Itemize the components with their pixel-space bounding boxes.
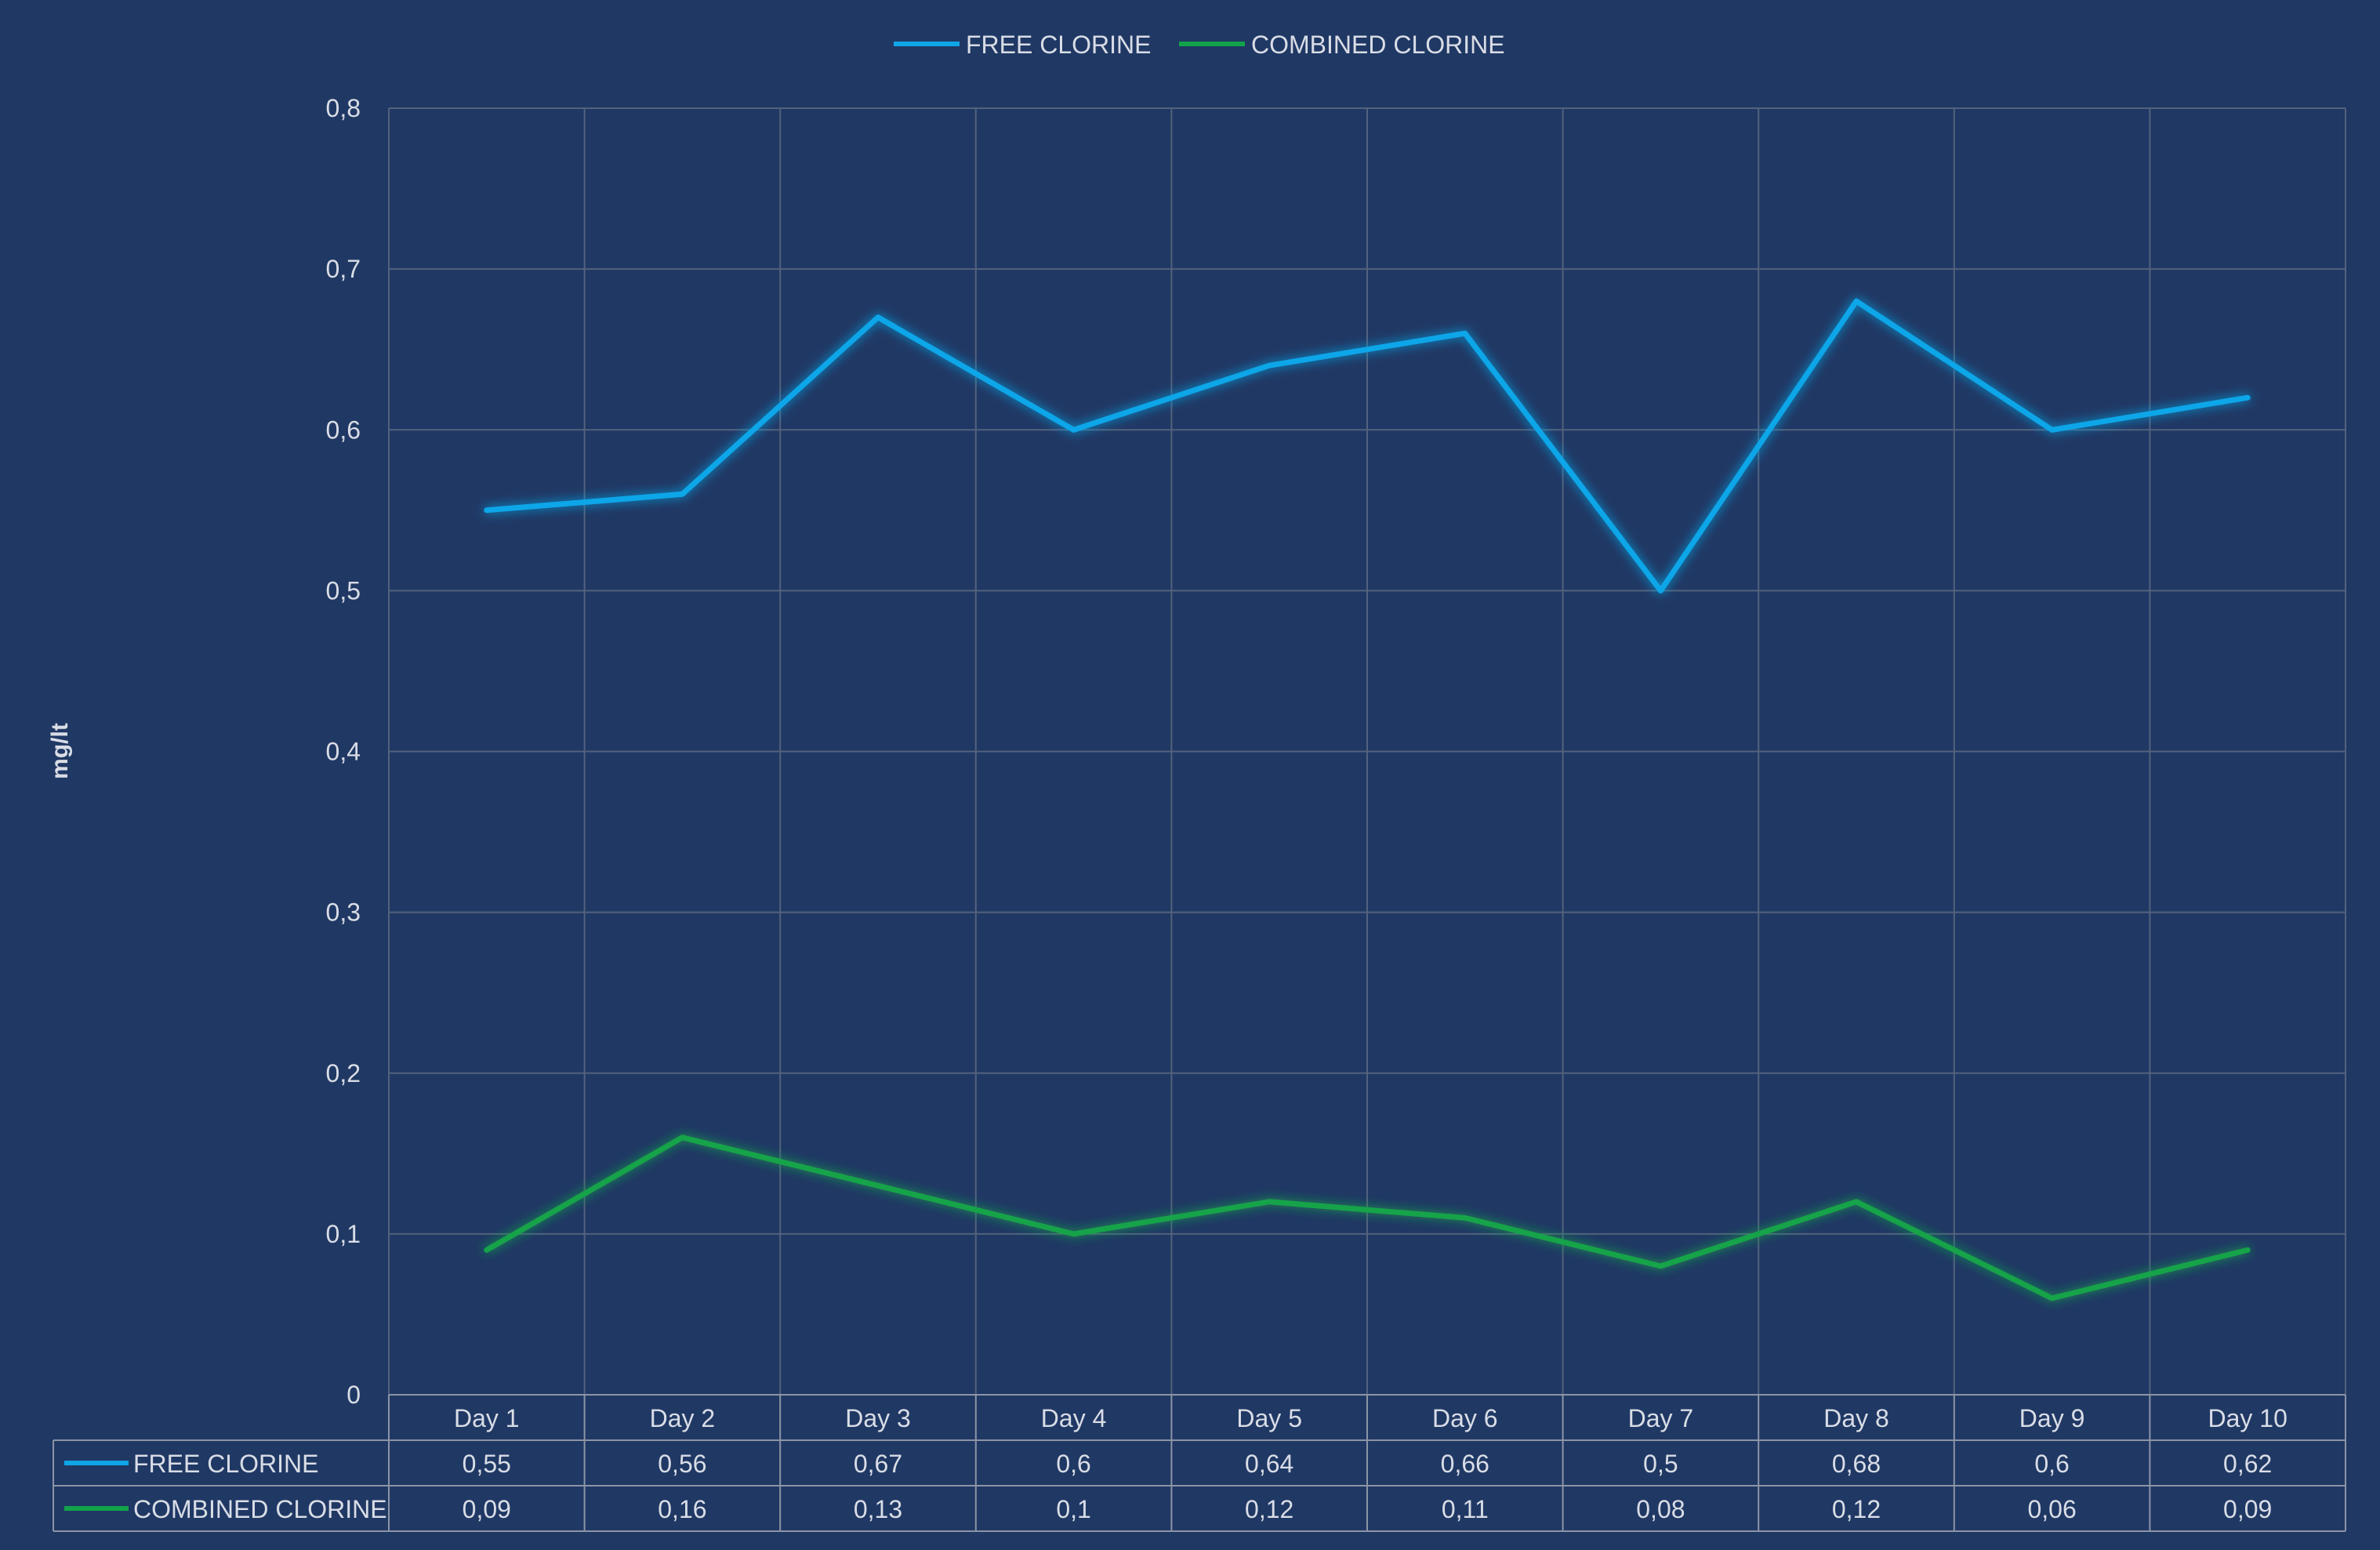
y-axis-title: mg/lt xyxy=(47,723,73,779)
legend-label-free-clorine: FREE CLORINE xyxy=(966,31,1151,59)
x-tick-label: Day 5 xyxy=(1236,1404,1302,1432)
legend-item-combined-clorine[interactable]: COMBINED CLORINE xyxy=(1179,31,1505,59)
y-tick-label: 0,3 xyxy=(326,898,361,927)
table-series-name: COMBINED CLORINE xyxy=(133,1495,387,1523)
x-tick-label: Day 1 xyxy=(454,1404,520,1432)
table-value: 0,66 xyxy=(1441,1450,1489,1478)
x-tick-label: Day 6 xyxy=(1432,1404,1498,1432)
y-tick-label: 0,6 xyxy=(326,416,361,444)
table-value: 0,1 xyxy=(1056,1495,1090,1523)
x-tick-label: Day 8 xyxy=(1823,1404,1889,1432)
x-tick-label: Day 7 xyxy=(1628,1404,1694,1432)
table-value: 0,16 xyxy=(658,1495,706,1523)
table-value: 0,11 xyxy=(1442,1495,1489,1523)
series-line-free-clorine xyxy=(484,298,2251,594)
legend-item-free-clorine[interactable]: FREE CLORINE xyxy=(894,31,1151,59)
table-value: 0,64 xyxy=(1245,1450,1293,1478)
table-value: 0,56 xyxy=(658,1450,706,1478)
table-value: 0,13 xyxy=(854,1495,902,1523)
series-lines xyxy=(484,298,2251,1301)
table-value: 0,62 xyxy=(2223,1450,2272,1478)
y-tick-label: 0,7 xyxy=(326,255,361,283)
table-value: 0,12 xyxy=(1832,1495,1881,1523)
plot-gridlines xyxy=(388,107,2346,1395)
y-tick-label: 0,4 xyxy=(326,738,361,766)
x-tick-label: Day 4 xyxy=(1041,1404,1107,1432)
data-table: Day 1 Day 2 Day 3 Day 4 Day 5 Day 6 Day 7 Day 8… xyxy=(53,1394,2346,1532)
table-value: 0,09 xyxy=(463,1495,511,1523)
y-tick-label: 0 xyxy=(346,1381,361,1409)
table-value: 0,6 xyxy=(1056,1450,1090,1478)
y-axis-tick-labels: 0 0,1 0,2 0,3 0,4 0,5 0,6 0,7 0,8 xyxy=(326,94,361,1409)
legend-label-combined-clorine: COMBINED CLORINE xyxy=(1251,31,1505,59)
table-value: 0,67 xyxy=(854,1450,902,1478)
x-tick-label: Day 2 xyxy=(650,1404,716,1432)
table-value: 0,55 xyxy=(463,1450,511,1478)
legend: FREE CLORINE COMBINED CLORINE xyxy=(894,31,1505,59)
x-tick-label: Day 3 xyxy=(845,1404,911,1432)
table-value: 0,5 xyxy=(1643,1450,1678,1478)
y-tick-label: 0,5 xyxy=(326,576,361,604)
table-value: 0,12 xyxy=(1245,1495,1293,1523)
table-value: 0,6 xyxy=(2034,1450,2069,1478)
table-value: 0,08 xyxy=(1636,1495,1685,1523)
x-tick-label: Day 10 xyxy=(2208,1404,2287,1432)
table-value: 0,68 xyxy=(1832,1450,1881,1478)
y-tick-label: 0,2 xyxy=(326,1059,361,1087)
table-value: 0,06 xyxy=(2027,1495,2076,1523)
x-tick-label: Day 9 xyxy=(2019,1404,2085,1432)
table-value: 0,09 xyxy=(2223,1495,2272,1523)
series-line-combined-clorine xyxy=(484,1134,2251,1301)
table-series-name: FREE CLORINE xyxy=(133,1450,318,1478)
y-tick-label: 0,1 xyxy=(326,1220,361,1248)
y-tick-label: 0,8 xyxy=(326,94,361,122)
